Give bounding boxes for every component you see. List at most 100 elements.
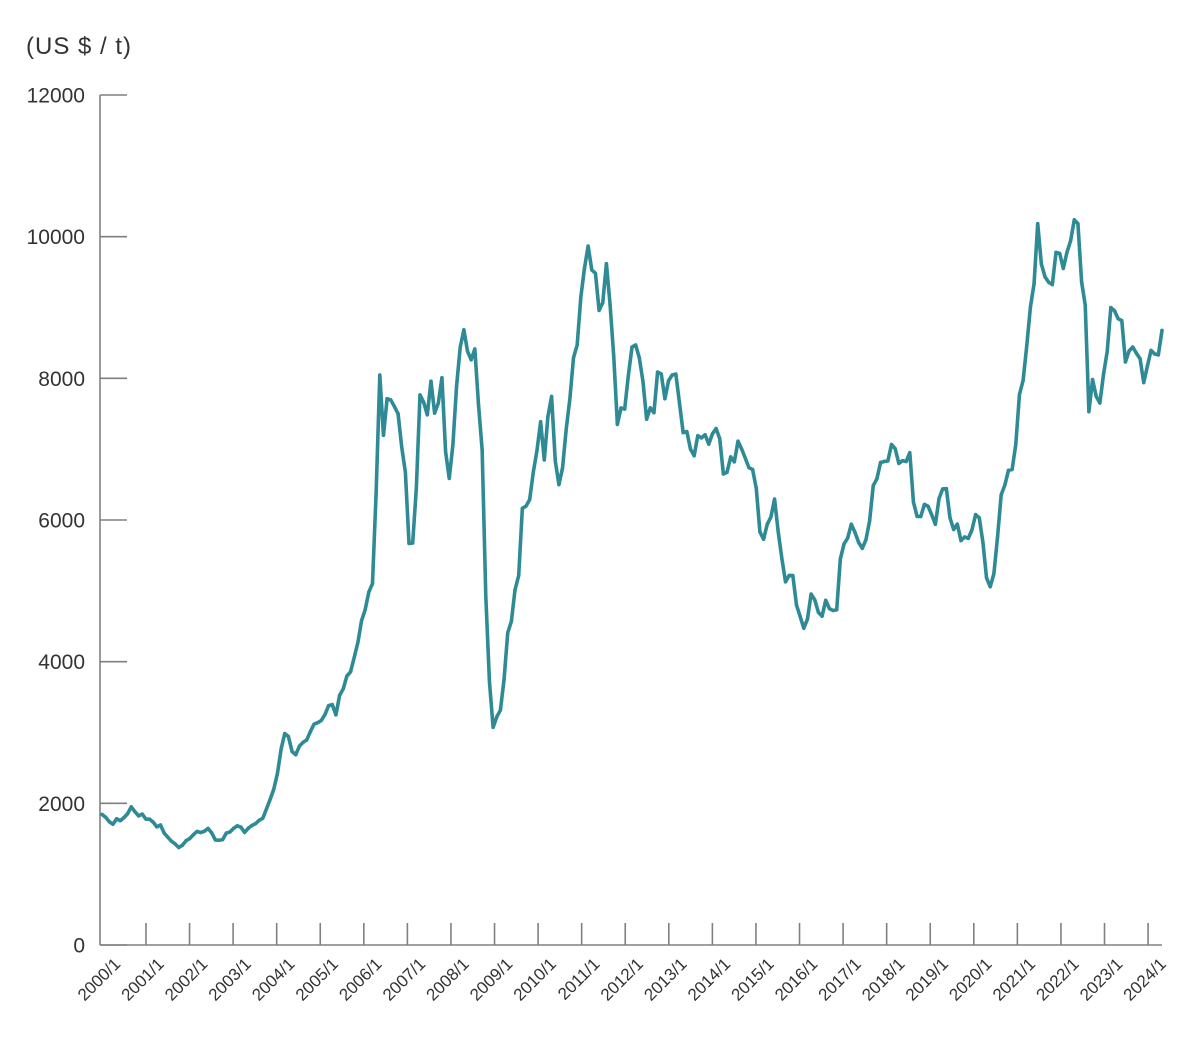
data-point — [261, 816, 265, 820]
data-point — [352, 655, 356, 660]
data-point — [677, 401, 682, 406]
data-point — [502, 677, 506, 681]
data-point — [944, 486, 949, 491]
data-point — [995, 535, 1000, 539]
data-point — [988, 585, 992, 589]
data-point — [283, 731, 287, 736]
data-points — [100, 218, 1164, 850]
data-point — [294, 753, 298, 757]
data-point — [513, 588, 517, 592]
data-point — [893, 446, 897, 451]
data-point — [1003, 483, 1007, 487]
data-point — [933, 522, 938, 527]
data-point — [378, 373, 382, 377]
data-point — [166, 835, 170, 839]
data-point — [575, 343, 579, 347]
data-point — [601, 301, 605, 305]
data-point — [641, 379, 645, 384]
data-point — [659, 372, 663, 376]
x-ticks: 2000/12001/12002/12003/12004/12005/12006… — [74, 923, 1170, 1005]
data-point — [824, 598, 828, 603]
data-point — [264, 807, 269, 811]
data-point — [626, 373, 631, 378]
data-point — [794, 603, 799, 607]
data-point — [1043, 275, 1047, 279]
data-point — [1072, 218, 1076, 222]
data-point — [151, 820, 155, 824]
data-point — [867, 519, 872, 523]
data-point — [897, 461, 901, 466]
data-point — [674, 372, 678, 376]
data-point — [495, 715, 499, 719]
data-point — [184, 839, 188, 843]
data-point — [791, 573, 795, 578]
data-point — [1083, 303, 1087, 307]
x-tick-label: 2002/1 — [161, 954, 211, 1004]
data-point — [367, 590, 371, 594]
data-point — [849, 522, 854, 526]
data-point — [326, 703, 331, 708]
data-point — [1112, 308, 1117, 313]
data-point — [681, 430, 685, 435]
data-point — [670, 373, 674, 377]
data-point — [714, 426, 718, 431]
x-tick-label: 2016/1 — [771, 954, 821, 1004]
data-point — [118, 818, 122, 823]
series-line — [100, 218, 1164, 850]
data-point — [133, 809, 137, 814]
data-point — [480, 448, 484, 452]
data-point — [381, 433, 386, 437]
data-point — [1138, 357, 1142, 361]
data-point — [451, 443, 455, 447]
data-point — [908, 450, 912, 455]
data-point — [180, 843, 185, 847]
data-point — [147, 817, 152, 821]
data-point — [955, 522, 960, 526]
data-point — [860, 546, 864, 551]
data-point — [930, 513, 934, 517]
data-point — [1094, 394, 1098, 399]
x-tick-label: 2018/1 — [858, 954, 908, 1004]
data-point — [385, 397, 389, 401]
data-point — [688, 447, 693, 451]
data-point — [970, 528, 974, 532]
x-tick-label: 2020/1 — [945, 954, 995, 1004]
y-tick-label: 4000 — [38, 651, 85, 674]
x-tick-label: 2021/1 — [989, 954, 1039, 1004]
data-point — [1109, 305, 1113, 310]
data-point — [235, 824, 239, 828]
data-point — [1127, 349, 1131, 353]
data-point — [447, 476, 451, 481]
data-point — [1065, 250, 1069, 254]
data-point — [1036, 221, 1040, 226]
data-point — [765, 522, 769, 526]
data-point — [940, 487, 945, 491]
data-point — [728, 455, 733, 459]
data-point — [202, 829, 207, 834]
data-point — [421, 400, 426, 404]
data-point — [1046, 280, 1051, 284]
data-point — [158, 823, 163, 827]
data-point — [279, 747, 283, 751]
data-point — [557, 482, 561, 487]
data-point — [1010, 467, 1014, 472]
data-point — [652, 410, 656, 415]
data-point — [304, 738, 309, 742]
data-point — [696, 434, 700, 438]
y-tick-label: 0 — [73, 935, 85, 958]
data-point — [359, 619, 364, 623]
data-point — [834, 608, 839, 612]
data-point — [1131, 345, 1135, 349]
data-point — [443, 450, 448, 454]
data-point — [209, 831, 214, 835]
data-point — [710, 432, 715, 436]
data-point — [290, 749, 294, 754]
x-tick-label: 2011/1 — [554, 954, 603, 1003]
x-tick-label: 2009/1 — [466, 954, 516, 1004]
data-point — [703, 433, 707, 437]
data-point — [1152, 352, 1157, 356]
data-point — [805, 617, 810, 621]
data-point — [622, 407, 627, 411]
data-point — [272, 787, 276, 791]
